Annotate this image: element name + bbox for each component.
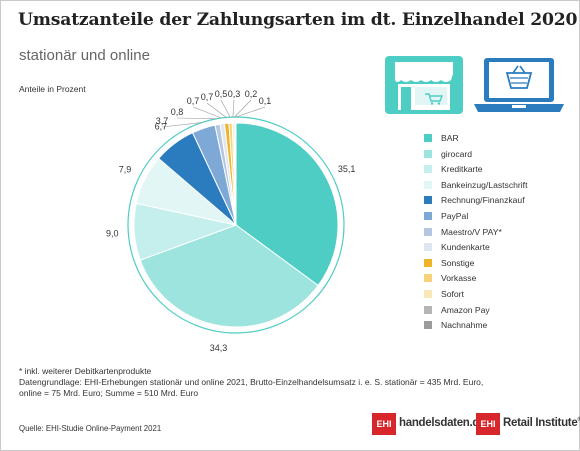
source-note: Quelle: EHI-Studie Online-Payment 2021: [19, 424, 162, 433]
ehi-mark: EHI: [372, 413, 396, 435]
pie-leader-line-7: [192, 106, 222, 119]
legend-label: Kundenkarte: [441, 242, 490, 253]
legend-swatch: [424, 243, 432, 252]
pie-value-label-12: 0,1: [259, 96, 272, 106]
legend-swatch: [424, 258, 432, 267]
pie-slice-1: [139, 224, 319, 328]
pie-value-label-9: 0,5: [215, 89, 228, 99]
legend-label: Amazon Pay: [441, 304, 490, 315]
legend-label: Nachnahme: [441, 320, 488, 331]
unit-label: Anteile in Prozent: [19, 84, 86, 94]
pie-value-label-10: 0,3: [228, 89, 241, 99]
legend-swatch: [424, 290, 432, 298]
pie-value-label-7: 0,7: [187, 96, 200, 106]
laptop-shopping-icon: [474, 56, 564, 114]
legend-label: Maestro/V PAY*: [441, 226, 502, 237]
ehi-mark: EHI: [476, 413, 500, 435]
pie-value-labels: 35,134,39,07,96,73,70,80,7 0,7 0,5 0,3 0,20,…: [106, 89, 355, 353]
legend-swatch: [424, 196, 432, 205]
legend-label: Kreditkarte: [441, 164, 483, 175]
legend-label: Vorkasse: [441, 273, 477, 284]
pie-value-label-4: 6,7: [155, 121, 168, 131]
handelsdaten-text: handelsdaten.de: [399, 417, 486, 429]
retail-institute-text: Retail Institute®: [503, 417, 580, 429]
storefront-icon: [385, 56, 463, 114]
retail-institute-name: Retail Institute: [503, 417, 578, 429]
pie-value-label-0: 35,1: [338, 164, 356, 174]
legend-swatch: [424, 165, 432, 174]
chart-title: Umsatzanteile der Zahlungsarten im dt. E…: [18, 10, 578, 30]
pie-value-label-1: 34,3: [210, 343, 228, 353]
legend-swatch: [424, 321, 432, 330]
legend-label: girocard: [441, 148, 473, 159]
pie-value-label-11: 0,2: [245, 89, 258, 99]
legend-label: Sonstige: [441, 257, 475, 268]
pie-value-label-6: 0,8: [171, 107, 184, 117]
legend-label: Bankeinzug/Lastschrift: [441, 179, 528, 190]
legend-swatch: [424, 212, 432, 220]
legend-swatch: [424, 305, 432, 314]
pie-leader-line-6: [176, 117, 217, 120]
chart-subtitle: stationär und online: [19, 47, 150, 64]
pie-slice-0: [235, 122, 339, 287]
pie-leader-line-10: [232, 99, 235, 118]
pie-leader-lines: [161, 99, 266, 128]
retail-institute-logo: EHI Retail Institute®: [476, 413, 580, 435]
handelsdaten-logo: EHI handelsdaten.de: [372, 413, 486, 435]
data-basis-line-2: online = 75 Mrd. Euro; Summe = 510 Mrd. …: [19, 388, 199, 398]
legend-label: Sofort: [441, 289, 464, 299]
legend-label: PayPal: [441, 211, 469, 221]
pie-leader-line-8: [206, 102, 227, 118]
legend-swatch: [424, 227, 432, 236]
legend-swatch: [424, 180, 432, 189]
data-basis-line-1: Datengrundlage: EHI-Erhebungen stationär…: [19, 377, 484, 387]
legend-swatch: [424, 274, 432, 283]
pie-leader-line-5: [161, 122, 202, 128]
pie-value-label-8: 0,7: [201, 92, 214, 102]
pie-value-label-2: 9,0: [106, 229, 119, 239]
legend-swatch: [424, 149, 432, 158]
legend-label: Rechnung/Finanzkauf: [441, 195, 525, 206]
pie-slices: [133, 122, 339, 328]
pie-leader-line-12: [235, 106, 266, 118]
pie-value-label-5: 3,7: [156, 116, 169, 126]
legend-label: BAR: [441, 133, 459, 143]
pie-leader-line-9: [220, 99, 231, 118]
pie-value-label-3: 7,9: [119, 165, 132, 175]
pie-slice-12: [234, 122, 237, 226]
registered-mark: ®: [577, 417, 580, 424]
footnote: * inkl. weiterer Debitkartenprodukte: [19, 366, 152, 376]
legend-swatch: [424, 134, 432, 142]
pie-leader-line-11: [234, 99, 252, 118]
